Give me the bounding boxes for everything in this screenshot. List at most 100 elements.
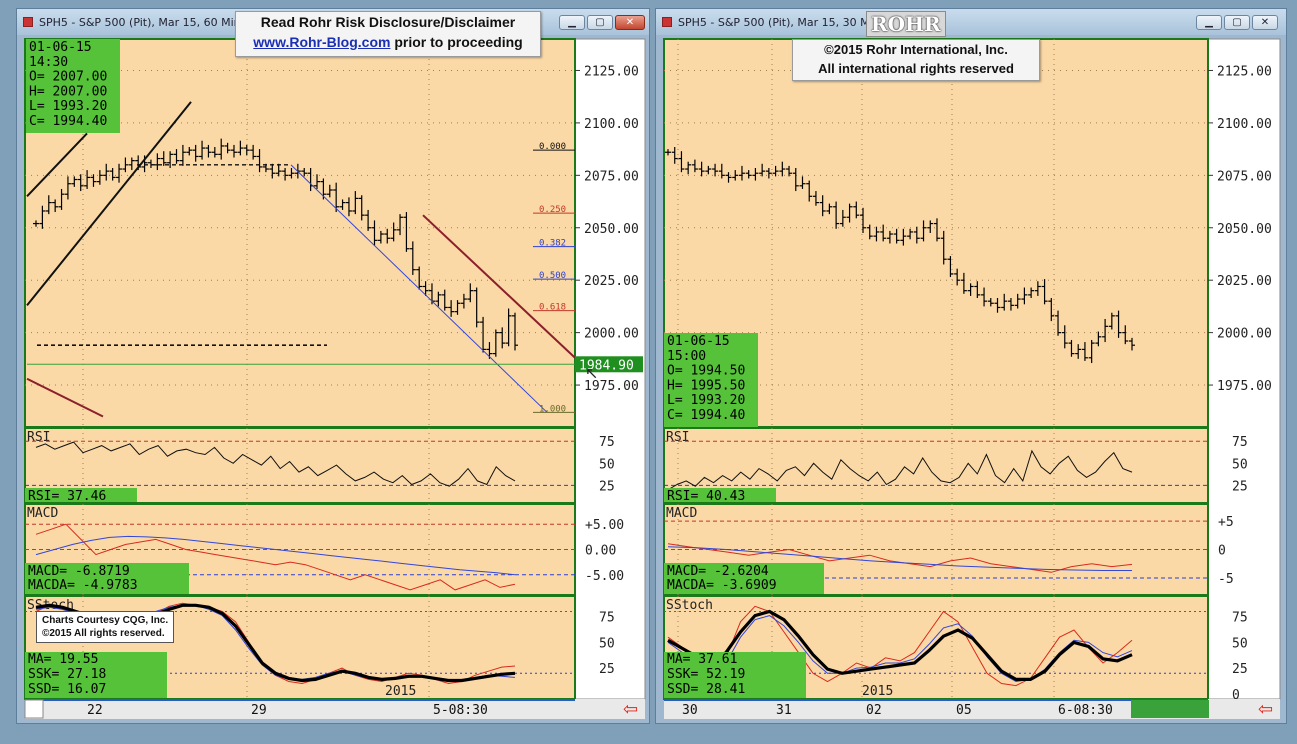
fib-level-label: 0.618 [539, 303, 566, 313]
scroll-right-arrow-icon: ⇦ [1258, 699, 1273, 720]
ohlc-info-line: 14:30 [29, 55, 68, 70]
rsi-axis-label: 25 [1232, 479, 1248, 494]
price-axis-background [1208, 39, 1280, 699]
trendline-maroon [26, 377, 104, 418]
cqg-credit-box: Charts Courtesy CQG, Inc. ©2015 All righ… [36, 611, 175, 643]
mouse-cursor-icon: ↖ [585, 363, 598, 382]
ohlc-info-line: C= 1994.40 [667, 408, 745, 423]
close-button[interactable]: ✕ [1252, 15, 1278, 30]
rsi-line [35, 441, 516, 487]
app-icon [662, 17, 672, 27]
macd-readout: MACDA= -4.9783 [28, 578, 138, 593]
macd-average-line [35, 535, 516, 576]
price-axis-label: 2050.00 [584, 222, 639, 237]
sstoch-axis-label: 25 [1232, 662, 1248, 677]
copyright-banner: ©2015 Rohr International, Inc. All inter… [792, 39, 1040, 81]
x-tick-label: 30 [682, 703, 698, 718]
left-chart-window[interactable]: SPH5 - S&P 500 (Pit), Mar 15, 60 Min ▁ ▢… [16, 8, 650, 724]
rsi-axis-label: 75 [599, 435, 615, 450]
copyright-line-1: ©2015 Rohr International, Inc. [824, 42, 1008, 57]
price-axis-label: 2125.00 [1217, 64, 1272, 79]
downtrend-resistance-line [422, 214, 576, 359]
rsi-axis-label: 25 [599, 479, 615, 494]
macd-readout: MACD= -6.8719 [28, 564, 130, 579]
ohlc-info-line: 01-06-15 [667, 334, 730, 349]
ohlc-info-line: H= 1995.50 [667, 378, 745, 393]
macd-readout: MACD= -2.6204 [667, 564, 769, 579]
macd-axis-label: 0.00 [585, 544, 616, 559]
right-chart-window[interactable]: SPH5 - S&P 500 (Pit), Mar 15, 30 Min ▁ ▢… [655, 8, 1287, 724]
maximize-icon: ▢ [595, 17, 605, 28]
macd-average-line [667, 546, 1132, 571]
price-axis-label: 2025.00 [1217, 274, 1272, 289]
rsi-axis-label: 75 [1232, 435, 1248, 450]
rsi-readout-box [664, 488, 776, 502]
macd-readout-box [664, 563, 824, 594]
copyright-line-2: All international rights reserved [818, 61, 1014, 76]
x-tick-label: 22 [87, 703, 103, 718]
downtrend-channel-line [290, 164, 548, 413]
time-axis-line [25, 699, 575, 701]
price-axis-label: 2000.00 [584, 327, 639, 342]
minimize-button[interactable]: ▁ [1196, 15, 1222, 30]
sstoch-pane-label: SStoch [666, 598, 713, 613]
sstoch-axis-label: 75 [1232, 611, 1248, 626]
left-chart-area[interactable]: 22 29 5-08:30 2125.00 2100.00 2075.00 2050.00 2… [17, 9, 651, 725]
maximize-button[interactable]: ▢ [587, 15, 613, 30]
sstoch-axis-label: 0 [1232, 688, 1240, 703]
credit-line-2: ©2015 All rights reserved. [42, 628, 165, 639]
sstoch-axis-label: 25 [599, 662, 615, 677]
scroll-right-arrow-icon: ⇦ [623, 699, 638, 720]
price-axis-label: 2000.00 [1217, 327, 1272, 342]
right-chart-area[interactable]: 30 31 02 05 6-08:30 2125.00 2100.00 2075.00 2050… [656, 9, 1288, 725]
ohlc-info-line: C= 1994.40 [29, 114, 107, 129]
minimize-icon: ▁ [568, 17, 576, 28]
macd-pane-label: MACD [666, 506, 697, 521]
rsi-readout: RSI= 37.46 [28, 489, 106, 504]
close-icon: ✕ [1260, 17, 1270, 28]
rsi-axis-label: 50 [1232, 457, 1248, 472]
ohlc-info-line: 15:00 [667, 349, 706, 364]
rsi-axis-label: 50 [599, 457, 615, 472]
ohlc-info-line: 01-06-15 [29, 40, 92, 55]
price-axis-label: 2100.00 [1217, 117, 1272, 132]
sstoch-readout: MA= 19.55 [28, 652, 98, 667]
macd-pane-label: MACD [27, 506, 58, 521]
price-axis-label: 2075.00 [584, 169, 639, 184]
fib-level-label: 0.250 [539, 205, 566, 215]
disclaimer-banner: Read Rohr Risk Disclosure/Disclaimer www… [235, 11, 541, 57]
price-axis-label: 1975.00 [584, 379, 639, 394]
channel-trendline [26, 132, 88, 197]
rsi-line [667, 449, 1133, 491]
minimize-button[interactable]: ▁ [559, 15, 585, 30]
time-axis-line [664, 699, 1208, 701]
disclaimer-line-1: Read Rohr Risk Disclosure/Disclaimer [260, 14, 516, 30]
app-icon [23, 17, 33, 27]
sstoch-readout: MA= 37.61 [667, 652, 737, 667]
price-axis-label: 2075.00 [1217, 169, 1272, 184]
x-tick-label: 31 [776, 703, 792, 718]
ohlc-info-box [26, 39, 120, 133]
rohr-blog-link[interactable]: www.Rohr-Blog.com [253, 34, 391, 50]
fib-level-label: 1.000 [539, 404, 566, 414]
close-button[interactable]: ✕ [615, 15, 645, 30]
ohlc-info-line: L= 1993.20 [29, 99, 107, 114]
rsi-readout: RSI= 40.43 [667, 489, 745, 504]
right-window-title: SPH5 - S&P 500 (Pit), Mar 15, 30 Min [678, 16, 880, 29]
last-price-tag [575, 356, 643, 373]
rsi-pane-label: RSI [27, 430, 50, 445]
last-price-label: 1984.90 [579, 358, 634, 373]
price-axis-label: 1975.00 [1217, 379, 1272, 394]
sstoch-readout-box [664, 652, 806, 698]
sstoch-readout: SSD= 28.41 [667, 682, 745, 697]
ohlc-info-line: O= 2007.00 [29, 70, 107, 85]
x-tick-label: 29 [251, 703, 267, 718]
sstoch-axis-label: 50 [599, 636, 615, 651]
fib-level-label: 0.382 [539, 239, 566, 249]
right-title-bar[interactable]: SPH5 - S&P 500 (Pit), Mar 15, 30 Min ▁ ▢… [656, 9, 1286, 35]
price-axis-label: 2025.00 [584, 274, 639, 289]
maximize-button[interactable]: ▢ [1224, 15, 1250, 30]
ohlc-info-line: L= 1993.20 [667, 393, 745, 408]
credit-line-1: Charts Courtesy CQG, Inc. [42, 615, 169, 626]
sstoch-readout: SSK= 27.18 [28, 667, 106, 682]
